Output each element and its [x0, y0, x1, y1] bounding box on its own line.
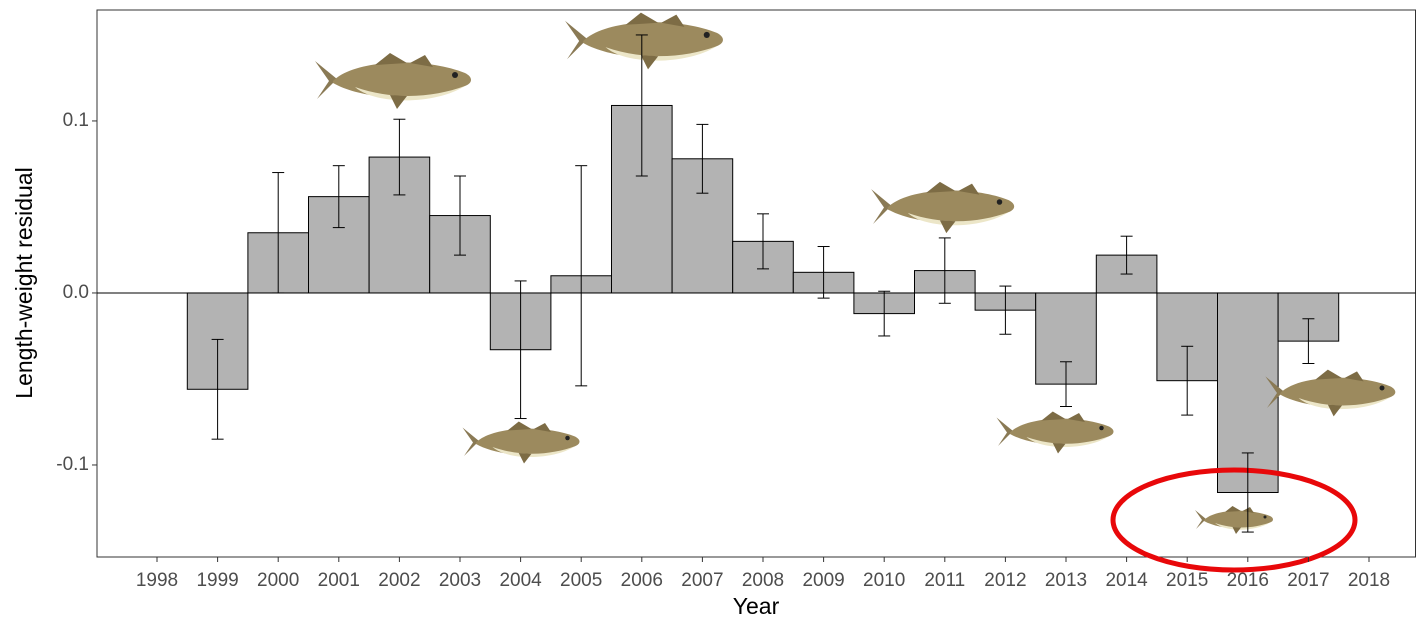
y-tick-label: -0.1: [56, 454, 89, 475]
y-tick-label: 0.0: [63, 282, 89, 303]
y-axis-title: Length-weight residual: [11, 167, 37, 398]
y-tick-label: 0.1: [63, 110, 89, 131]
x-tick-label: 2013: [1045, 570, 1087, 591]
x-tick-label: 2007: [681, 570, 723, 591]
x-tick-label: 2011: [924, 570, 965, 591]
x-tick-label: 2016: [1227, 570, 1269, 591]
x-tick-label: 2009: [802, 570, 844, 591]
x-tick-label: 2010: [863, 570, 905, 591]
x-tick-label: 2002: [378, 570, 420, 591]
x-tick-label: 2004: [499, 570, 542, 591]
x-tick-label: 2003: [439, 570, 481, 591]
x-tick-label: 1999: [196, 570, 238, 591]
x-axis-title: Year: [733, 593, 780, 619]
x-tick-label: 1998: [136, 570, 178, 591]
x-tick-label: 2001: [318, 570, 360, 591]
x-tick-label: 2017: [1287, 570, 1329, 591]
x-tick-label: 2000: [257, 570, 299, 591]
x-tick-label: 2014: [1105, 570, 1148, 591]
x-tick-label: 2008: [742, 570, 784, 591]
x-tick-label: 2012: [984, 570, 1026, 591]
x-tick-label: 2018: [1348, 570, 1390, 591]
x-tick-label: 2005: [560, 570, 602, 591]
x-tick-label: 2015: [1166, 570, 1208, 591]
chart: Year Length-weight residual -0.1 0.0 0.1 19…: [0, 0, 1416, 622]
x-tick-label: 2006: [621, 570, 663, 591]
